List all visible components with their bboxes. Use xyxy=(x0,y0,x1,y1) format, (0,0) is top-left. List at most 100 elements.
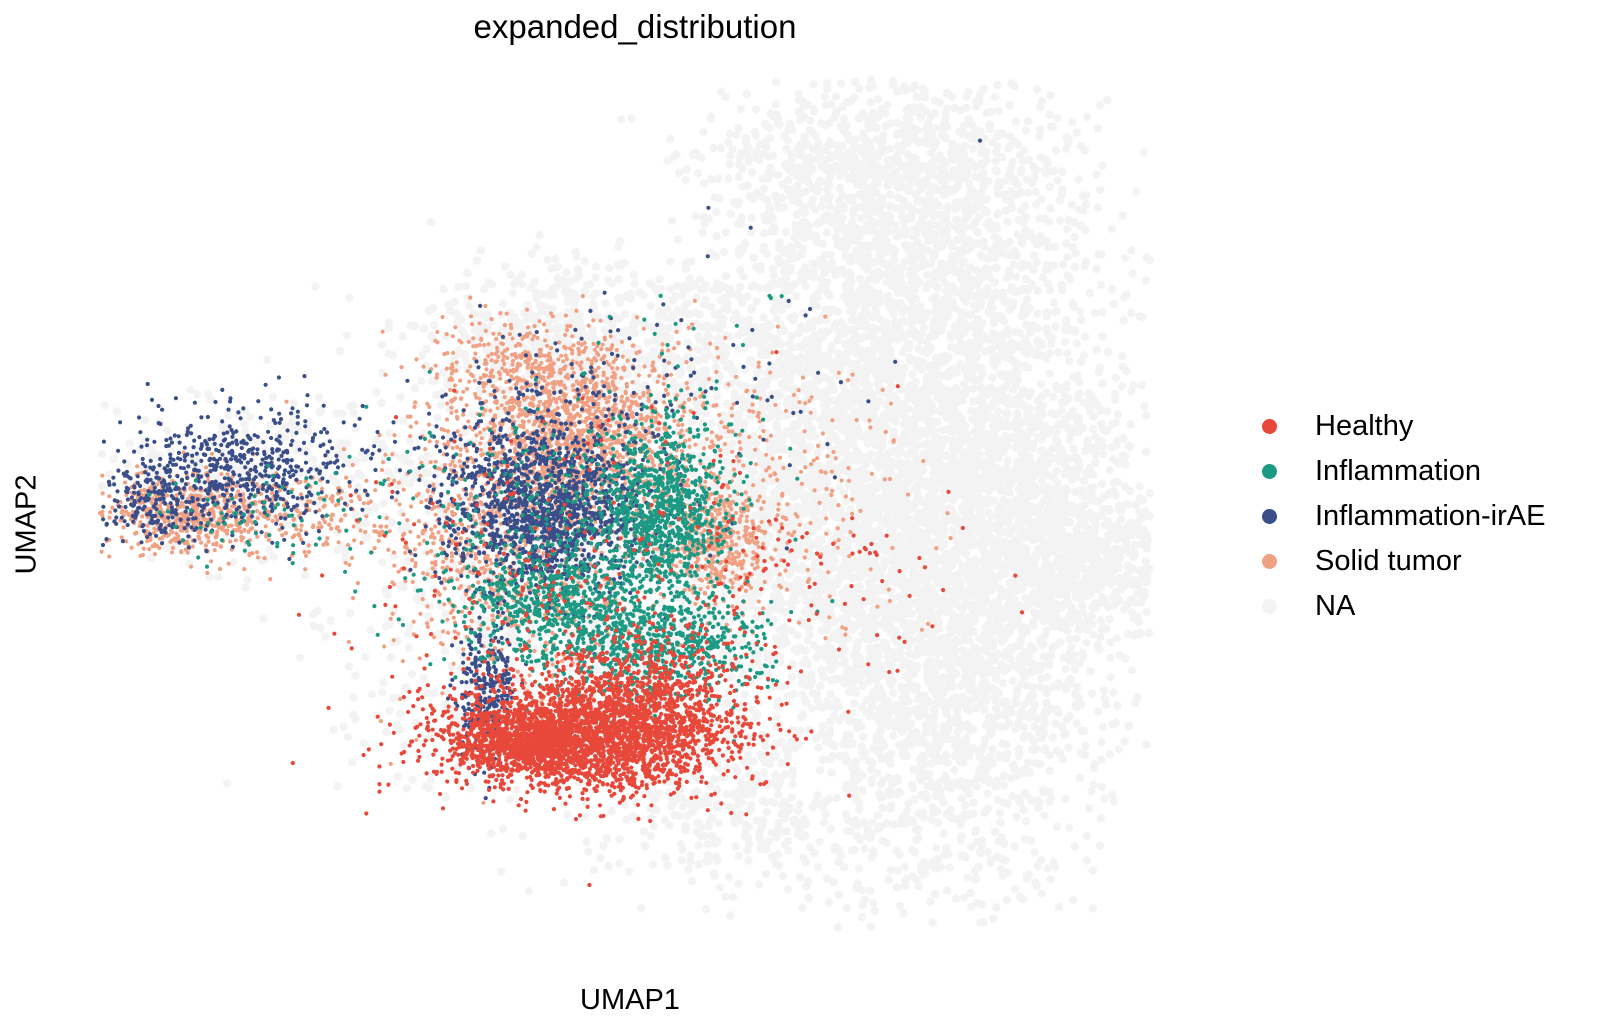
point xyxy=(1035,760,1045,769)
point xyxy=(841,251,850,260)
point xyxy=(813,863,823,872)
point xyxy=(1033,337,1042,346)
point xyxy=(930,890,940,899)
point xyxy=(1015,749,1024,758)
point xyxy=(960,650,970,660)
point xyxy=(886,382,896,392)
point xyxy=(1039,639,1048,649)
point xyxy=(992,224,1001,233)
point xyxy=(929,721,939,731)
point xyxy=(844,236,854,245)
point xyxy=(898,264,907,273)
point xyxy=(842,903,851,913)
point xyxy=(1070,232,1079,242)
point xyxy=(890,255,899,264)
point xyxy=(950,611,959,621)
point xyxy=(876,822,886,831)
point xyxy=(989,914,998,923)
point xyxy=(960,390,970,399)
point xyxy=(857,912,867,922)
point xyxy=(947,783,956,793)
point xyxy=(975,768,984,777)
point xyxy=(929,704,939,713)
point xyxy=(923,337,932,346)
point xyxy=(986,304,995,313)
point xyxy=(858,752,868,761)
point xyxy=(826,264,835,274)
point xyxy=(815,255,825,265)
point xyxy=(1042,708,1051,717)
point xyxy=(1096,280,1106,290)
point xyxy=(957,286,967,295)
point xyxy=(1058,260,1068,269)
point xyxy=(1098,161,1107,170)
point xyxy=(682,165,691,174)
point xyxy=(1088,424,1098,434)
point xyxy=(925,364,934,373)
point xyxy=(908,83,917,93)
point xyxy=(925,657,935,666)
point xyxy=(922,670,932,679)
point xyxy=(1058,755,1068,764)
point xyxy=(889,688,898,698)
point xyxy=(842,730,852,739)
point xyxy=(1140,402,1149,411)
point xyxy=(935,98,944,107)
point xyxy=(961,549,970,559)
point xyxy=(992,167,1001,176)
point xyxy=(905,353,914,362)
point xyxy=(863,296,873,305)
point xyxy=(1094,497,1103,506)
point xyxy=(952,735,961,745)
point xyxy=(1097,755,1106,764)
point xyxy=(983,285,992,294)
point xyxy=(986,855,996,864)
point xyxy=(1003,217,1012,227)
point xyxy=(1032,881,1041,890)
point xyxy=(988,329,997,338)
point xyxy=(987,665,996,675)
point xyxy=(1005,341,1014,350)
point xyxy=(864,323,873,332)
point xyxy=(887,749,896,759)
point xyxy=(986,683,995,692)
point xyxy=(999,697,1008,706)
point xyxy=(927,402,936,411)
point xyxy=(913,279,922,288)
point xyxy=(957,794,966,803)
point xyxy=(983,847,992,857)
point xyxy=(984,714,994,723)
point xyxy=(990,827,1000,836)
point xyxy=(1022,817,1031,826)
point xyxy=(1104,347,1113,357)
point xyxy=(1019,441,1029,450)
point xyxy=(1005,100,1014,110)
point xyxy=(867,829,876,838)
point xyxy=(1019,723,1029,732)
point xyxy=(1107,224,1117,233)
point xyxy=(851,757,860,767)
point xyxy=(1095,101,1105,110)
point xyxy=(945,184,954,194)
point xyxy=(922,377,931,387)
point xyxy=(1022,340,1031,349)
point xyxy=(1106,672,1115,682)
point xyxy=(907,392,916,401)
point xyxy=(902,343,912,353)
point xyxy=(860,306,869,315)
point xyxy=(823,697,832,706)
point xyxy=(1025,713,1034,722)
point xyxy=(1072,682,1081,692)
point xyxy=(1093,707,1103,716)
point xyxy=(1085,288,1094,298)
point xyxy=(980,242,989,251)
point xyxy=(971,172,980,182)
point xyxy=(960,223,970,232)
point xyxy=(826,689,835,699)
point xyxy=(992,721,1001,730)
point xyxy=(1093,203,1103,212)
point xyxy=(869,227,878,236)
point xyxy=(826,250,835,259)
point xyxy=(901,225,910,234)
point xyxy=(1016,206,1026,215)
